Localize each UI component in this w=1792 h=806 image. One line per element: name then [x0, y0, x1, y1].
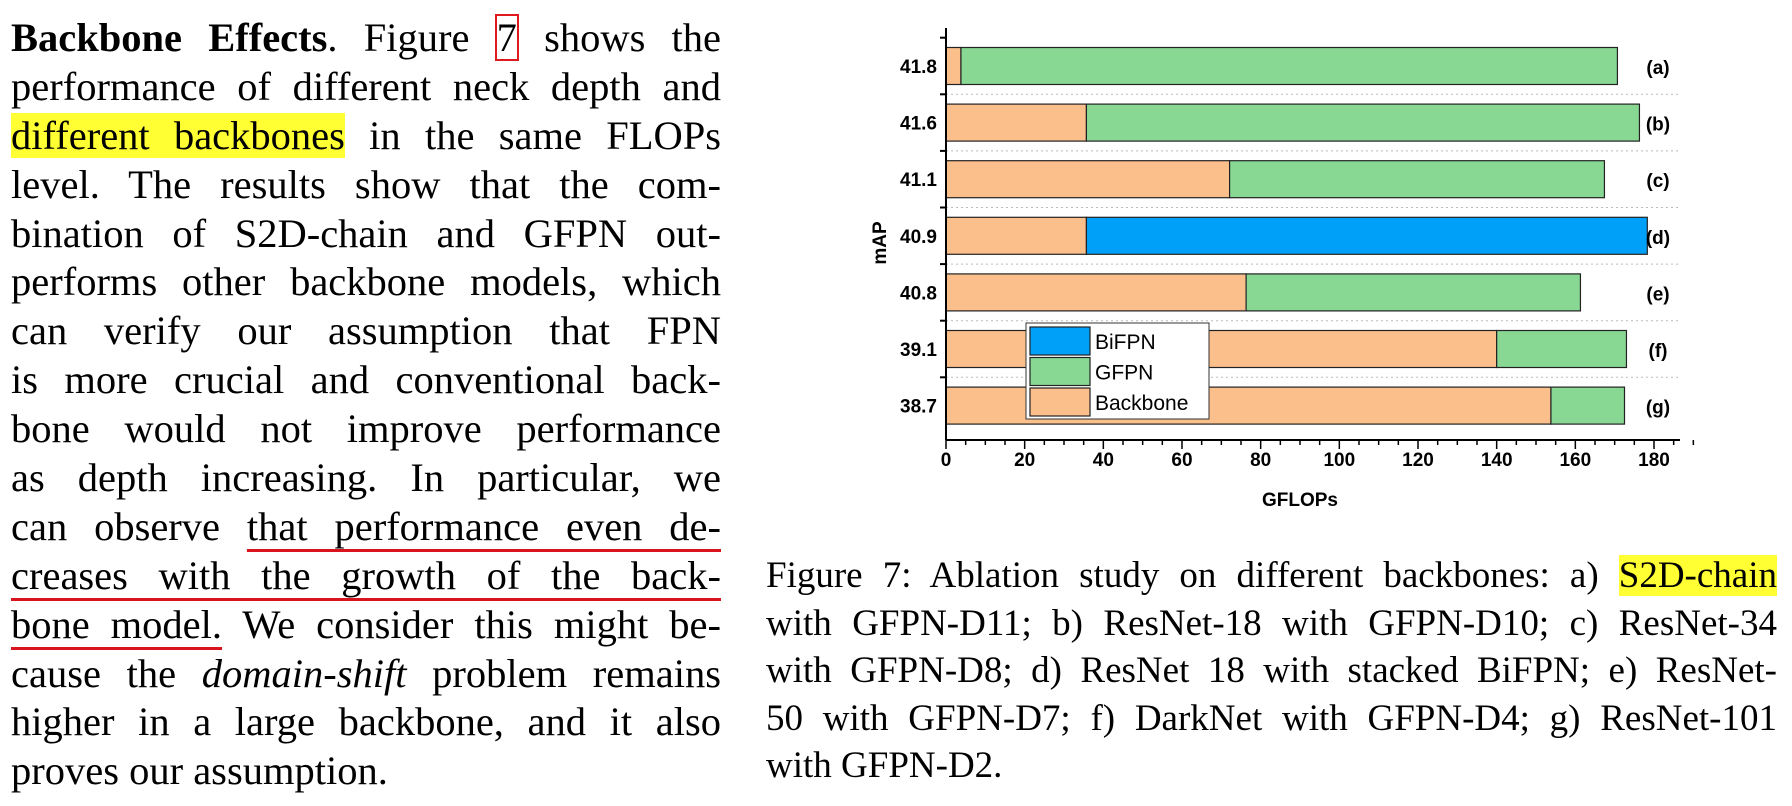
- y-tick-label: 39.1: [900, 340, 937, 361]
- x-tick-label: 40: [1093, 450, 1114, 471]
- text: Figure 7: Ablation study on different ba…: [766, 555, 1619, 596]
- text: cause the: [11, 650, 202, 696]
- legend-label: GFPN: [1095, 362, 1153, 385]
- y-axis-title: mAP: [870, 221, 891, 265]
- caption-line: with GFPN-D2.: [766, 745, 1003, 786]
- row-label: (a): [1646, 58, 1669, 79]
- bar-backbone: [945, 103, 1088, 142]
- figure-caption: Figure 7: Ablation study on different ba…: [766, 552, 1777, 790]
- text-line: creases with the growth of the back-: [11, 552, 721, 601]
- y-tick-label: 41.1: [900, 170, 937, 191]
- y-tick-label: 41.6: [900, 114, 937, 135]
- text: shows the: [517, 15, 721, 60]
- bar-backbone: [945, 160, 1231, 199]
- bar-gfpn: [1228, 160, 1606, 199]
- bar-backbone: [945, 216, 1088, 255]
- x-tick-label: 20: [1014, 450, 1035, 471]
- text-line: level. The results show that the com-: [11, 161, 721, 207]
- text-line: cause the domain-shift problem remains: [11, 650, 721, 699]
- bar-backbone: [945, 46, 962, 86]
- y-tick-label: 40.9: [900, 227, 937, 248]
- row-label: (g): [1646, 398, 1670, 419]
- underline-annotation: creases with the growth of the back-: [11, 552, 721, 598]
- text: . Figure: [327, 15, 496, 60]
- body-paragraph: Backbone Effects. Figure 7 shows the per…: [11, 14, 721, 796]
- x-tick-label: 160: [1559, 450, 1591, 471]
- legend-label: BiFPN: [1095, 331, 1156, 354]
- text-line: bone would not improve performance: [11, 406, 721, 452]
- row-label: (d): [1646, 228, 1670, 249]
- section-heading: Backbone Effects: [11, 15, 328, 60]
- legend-swatch-gfpn: [1029, 356, 1091, 387]
- text-line: proves our assumption.: [11, 748, 388, 794]
- bar-backbone: [945, 273, 1247, 312]
- x-tick-label: 60: [1171, 450, 1192, 471]
- text-line: as depth increasing. In particular, we: [11, 455, 721, 501]
- text-line: can verify our assumption that FPN: [11, 308, 721, 354]
- underline-annotation: bone model.: [11, 601, 223, 647]
- legend-label: Backbone: [1095, 392, 1188, 415]
- y-tick-label: 40.8: [900, 283, 937, 304]
- text-line: Backbone Effects. Figure 7 shows the: [11, 14, 721, 63]
- x-tick-label: 140: [1481, 450, 1513, 471]
- caption-line: with GFPN-D11; b) ResNet-18 with GFPN-D1…: [766, 602, 1777, 644]
- x-tick-label: 80: [1250, 450, 1271, 471]
- y-tick-label: 41.8: [900, 57, 937, 78]
- text-line: can observe that performance even de-: [11, 503, 721, 552]
- row-label: (e): [1646, 284, 1669, 305]
- bar-gfpn: [1550, 386, 1626, 425]
- italic-term: domain-shift: [201, 650, 407, 696]
- legend-swatch-bifpn: [1029, 326, 1091, 356]
- text-line: is more crucial and conventional back-: [11, 357, 721, 403]
- bar-gfpn: [1245, 273, 1582, 312]
- caption-line: Figure 7: Ablation study on different ba…: [766, 552, 1777, 600]
- x-axis-title: GFLOPs: [1262, 490, 1338, 511]
- bar-bifpn: [1085, 216, 1648, 255]
- text-line: bone model. We consider this might be-: [11, 601, 721, 650]
- row-label: (c): [1646, 171, 1669, 192]
- text: in the same FLOPs: [344, 112, 721, 158]
- text-line: different backbones in the same FLOPs: [11, 112, 721, 161]
- highlight: different backbones: [11, 112, 345, 158]
- x-tick-label: 120: [1402, 450, 1434, 471]
- row-label: (b): [1646, 115, 1670, 136]
- bar-gfpn: [1496, 329, 1628, 369]
- y-tick-label: 38.7: [900, 397, 937, 418]
- text: can observe: [11, 503, 247, 549]
- bar-gfpn: [960, 46, 1619, 86]
- text-line: performs other backbone models, which: [11, 259, 721, 305]
- row-label: (f): [1649, 341, 1668, 362]
- text-line: higher in a large backbone, and it also: [11, 699, 721, 745]
- x-tick-label: 180: [1638, 450, 1670, 471]
- caption-line: with GFPN-D8; d) ResNet 18 with stacked …: [766, 650, 1777, 691]
- text: We consider this might be-: [222, 601, 721, 647]
- x-tick-label: 0: [941, 450, 952, 471]
- bar-gfpn: [1085, 103, 1641, 142]
- text: problem remains: [406, 650, 722, 696]
- x-tick-label: 100: [1323, 450, 1355, 471]
- legend-swatch-backbone: [1029, 387, 1091, 417]
- underline-annotation: that performance even de-: [246, 503, 721, 549]
- figure-reference-link[interactable]: 7: [494, 14, 519, 61]
- text-line: bination of S2D-chain and GFPN out-: [11, 210, 721, 256]
- caption-line: 50 with GFPN-D7; f) DarkNet with GFPN-D4…: [766, 697, 1777, 739]
- text-line: performance of different neck depth and: [11, 63, 721, 109]
- highlight: S2D-chain: [1618, 555, 1777, 596]
